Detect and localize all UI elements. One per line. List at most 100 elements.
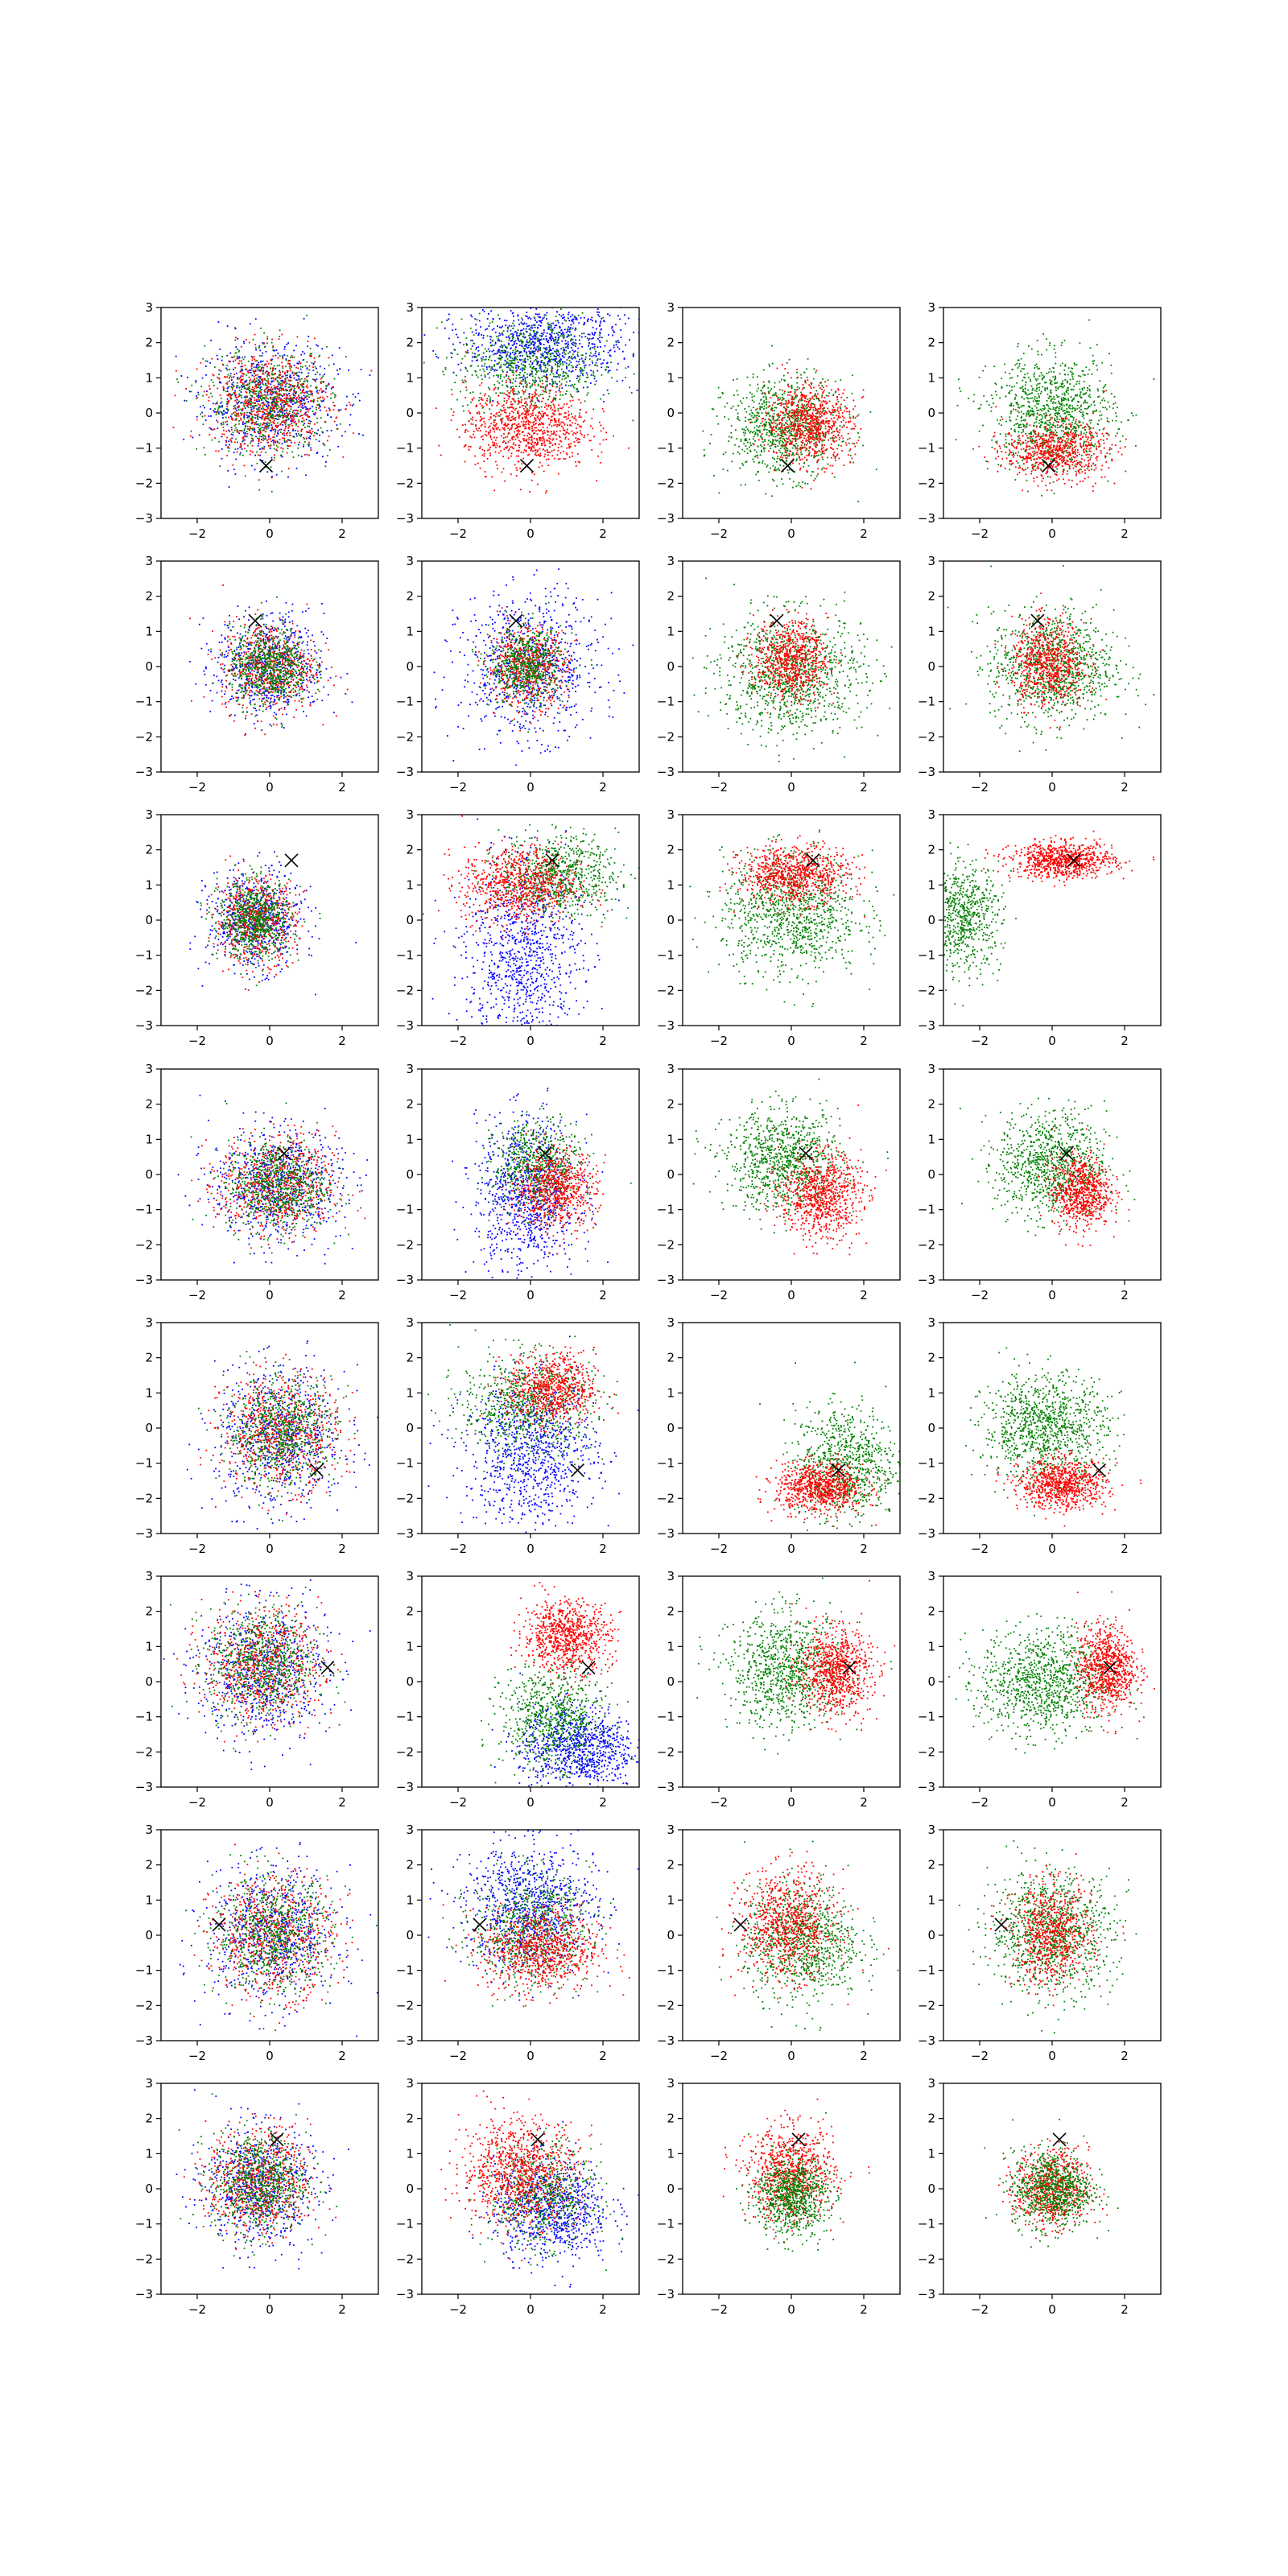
data-point bbox=[515, 356, 517, 357]
data-point bbox=[481, 425, 482, 427]
data-point bbox=[255, 349, 257, 351]
data-point bbox=[547, 464, 549, 466]
data-point bbox=[591, 338, 592, 340]
data-point bbox=[497, 363, 498, 365]
data-point bbox=[527, 410, 529, 411]
data-point bbox=[251, 389, 253, 390]
data-point bbox=[275, 368, 276, 369]
data-point bbox=[514, 354, 515, 356]
data-point bbox=[234, 327, 236, 328]
data-point bbox=[578, 439, 580, 440]
data-point bbox=[254, 366, 255, 368]
data-point bbox=[513, 418, 514, 419]
data-point bbox=[299, 372, 300, 374]
data-point bbox=[535, 324, 536, 326]
data-point bbox=[275, 449, 277, 451]
data-point bbox=[592, 347, 594, 349]
data-point bbox=[323, 381, 324, 382]
data-point bbox=[446, 320, 448, 321]
data-point bbox=[276, 425, 278, 427]
data-point bbox=[534, 395, 535, 397]
data-point bbox=[260, 361, 262, 363]
data-point bbox=[241, 397, 242, 398]
data-point bbox=[510, 353, 511, 354]
data-point bbox=[560, 358, 562, 360]
data-point bbox=[241, 394, 242, 396]
data-point bbox=[518, 431, 519, 433]
data-point bbox=[239, 394, 241, 396]
data-point bbox=[266, 376, 268, 378]
data-point bbox=[540, 455, 542, 456]
data-point bbox=[273, 378, 275, 380]
data-point bbox=[176, 378, 178, 380]
data-point bbox=[264, 419, 266, 421]
data-point bbox=[546, 318, 547, 320]
data-point bbox=[231, 413, 233, 415]
data-point bbox=[485, 431, 487, 432]
data-point bbox=[249, 386, 250, 387]
data-point bbox=[464, 430, 466, 431]
data-point bbox=[541, 444, 543, 446]
data-point bbox=[543, 427, 544, 428]
data-point bbox=[279, 365, 280, 366]
data-point bbox=[238, 423, 240, 425]
data-point bbox=[781, 436, 782, 437]
data-point bbox=[739, 419, 741, 421]
data-point bbox=[202, 358, 204, 360]
data-point bbox=[599, 334, 601, 336]
data-point bbox=[266, 366, 268, 368]
data-point bbox=[595, 320, 597, 322]
data-point bbox=[299, 397, 300, 398]
data-point bbox=[526, 374, 528, 375]
data-point bbox=[558, 374, 559, 376]
data-point bbox=[519, 334, 521, 336]
data-point bbox=[298, 448, 299, 449]
data-point bbox=[539, 423, 541, 425]
data-point bbox=[601, 318, 602, 320]
data-point bbox=[584, 365, 585, 367]
data-point bbox=[542, 440, 543, 442]
data-point bbox=[513, 316, 514, 317]
data-point bbox=[522, 390, 523, 391]
data-point bbox=[292, 398, 294, 400]
data-point bbox=[477, 413, 478, 415]
data-point bbox=[266, 400, 267, 402]
data-point bbox=[512, 313, 514, 315]
data-point bbox=[267, 382, 269, 384]
data-point bbox=[440, 455, 442, 456]
data-point bbox=[549, 446, 551, 448]
data-point bbox=[495, 424, 497, 426]
data-point bbox=[329, 410, 331, 411]
data-point bbox=[755, 474, 757, 476]
data-point bbox=[507, 386, 509, 388]
data-point bbox=[517, 433, 518, 435]
data-point bbox=[300, 401, 302, 402]
data-point bbox=[248, 407, 250, 408]
data-point bbox=[234, 400, 236, 402]
data-point bbox=[291, 380, 292, 382]
data-point bbox=[522, 377, 523, 378]
data-point bbox=[571, 334, 572, 336]
data-point bbox=[250, 372, 252, 374]
data-point bbox=[221, 356, 223, 357]
data-point bbox=[262, 411, 264, 412]
data-point bbox=[556, 349, 558, 351]
data-point bbox=[500, 419, 502, 421]
data-point bbox=[234, 405, 236, 407]
data-point bbox=[483, 335, 485, 336]
data-point bbox=[597, 314, 599, 316]
data-point bbox=[566, 452, 568, 454]
data-point bbox=[291, 388, 292, 390]
data-point bbox=[497, 357, 499, 359]
data-point bbox=[210, 415, 212, 417]
data-point bbox=[555, 361, 556, 362]
data-point bbox=[542, 380, 543, 382]
data-point bbox=[489, 430, 491, 431]
data-point bbox=[524, 428, 526, 430]
data-point bbox=[216, 420, 217, 422]
data-point bbox=[274, 460, 275, 461]
data-point bbox=[201, 412, 203, 414]
data-point bbox=[227, 398, 229, 400]
data-point bbox=[553, 431, 555, 432]
data-point bbox=[266, 471, 268, 473]
